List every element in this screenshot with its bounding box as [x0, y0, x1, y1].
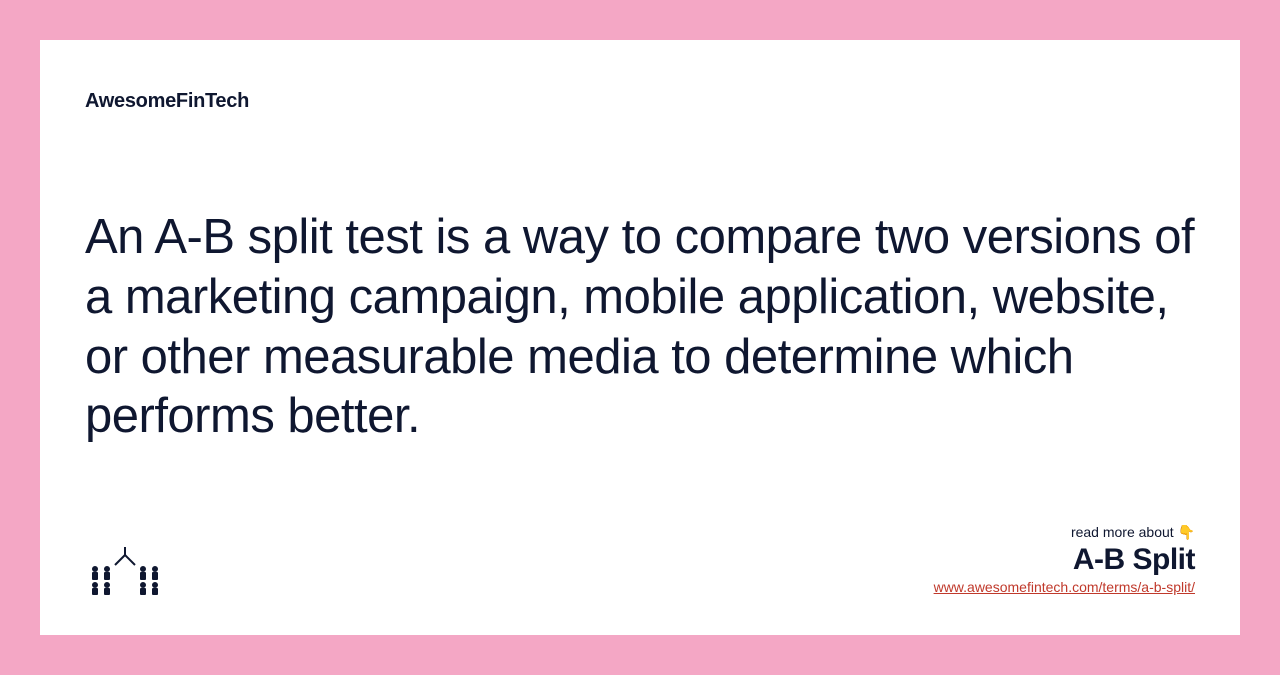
read-more-label: read more about 👇 — [1071, 524, 1195, 541]
term-link[interactable]: www.awesomefintech.com/terms/a-b-split/ — [934, 579, 1195, 595]
brand-name: AwesomeFinTech — [85, 90, 1195, 113]
card-footer: read more about 👇 A-B Split www.awesomef… — [85, 524, 1195, 595]
term-title: A-B Split — [1073, 543, 1195, 577]
split-people-icon — [85, 545, 165, 595]
term-description: An A-B split test is a way to compare tw… — [85, 208, 1195, 447]
info-card: AwesomeFinTech An A-B split test is a wa… — [40, 40, 1240, 635]
footer-right: read more about 👇 A-B Split www.awesomef… — [934, 524, 1195, 595]
